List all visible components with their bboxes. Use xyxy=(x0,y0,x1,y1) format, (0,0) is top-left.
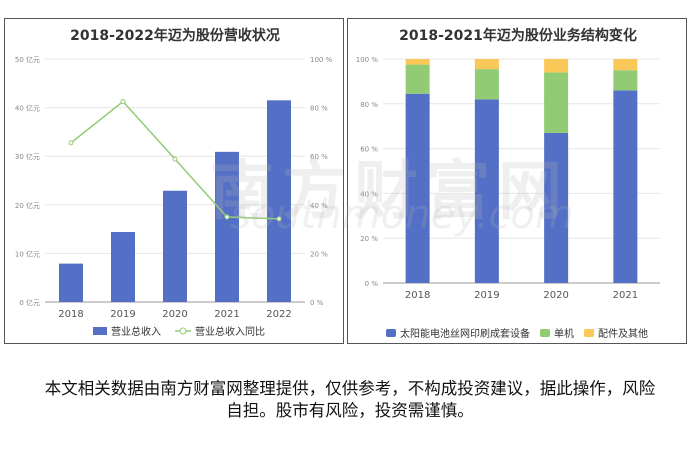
y-tick-label: 0 % xyxy=(365,280,379,288)
bar-revenue xyxy=(59,263,83,302)
y-tick-label-left: 30 亿元 xyxy=(15,152,40,161)
business-structure-chart-panel: 2018-2021年迈为股份业务结构变化 0 % 20 % 40 % 60 % 80 % 1… xyxy=(347,18,687,344)
legend-label-revenue: 营业总收入 xyxy=(111,325,161,338)
point-revenue-yoy xyxy=(224,214,230,220)
bar-segment-0 xyxy=(613,90,638,283)
point-revenue-yoy xyxy=(172,156,178,162)
x-tick-label: 2021 xyxy=(613,290,638,301)
disclaimer-text: 本文相关数据由南方财富网整理提供，仅供参考，不构成投资建议，据此操作，风险自担。… xyxy=(44,379,656,420)
x-tick-label: 2022 xyxy=(266,309,291,320)
legend-label-1: 单机 xyxy=(554,327,574,340)
bar-segment-2 xyxy=(405,59,430,65)
y-tick-label-right: 100 % xyxy=(310,56,333,64)
x-tick-label: 2021 xyxy=(214,309,239,320)
y-tick-label-left: 0 亿元 xyxy=(19,298,40,307)
bar-segment-0 xyxy=(405,93,430,283)
x-tick-label: 2018 xyxy=(58,309,83,320)
legend-label-0: 太阳能电池丝网印刷成套设备 xyxy=(400,327,530,340)
bar-segment-1 xyxy=(613,70,638,91)
bar-segment-1 xyxy=(405,64,430,94)
y-tick-label-left: 20 亿元 xyxy=(15,201,40,210)
x-tick-label: 2020 xyxy=(543,290,568,301)
chart-title: 2018-2021年迈为股份业务结构变化 xyxy=(399,27,637,44)
legend-swatch-1 xyxy=(540,329,550,337)
legend-swatch-0 xyxy=(386,329,396,337)
point-revenue-yoy xyxy=(120,99,126,105)
bar-segment-2 xyxy=(544,59,569,73)
legend-swatch-yoy-marker xyxy=(179,327,187,335)
revenue-chart-panel: 2018-2022年迈为股份营收状况 0 亿元 10 亿元 20 亿元 30 亿元 40 … xyxy=(4,18,344,344)
chart-title: 2018-2022年迈为股份营收状况 xyxy=(70,27,280,44)
bar-revenue xyxy=(111,232,135,302)
y-tick-label: 80 % xyxy=(360,101,378,109)
bar-segment-0 xyxy=(474,99,499,283)
bar-segment-1 xyxy=(544,72,569,133)
bar-segment-0 xyxy=(544,132,569,283)
y-tick-label: 60 % xyxy=(360,146,378,154)
legend-label-yoy: 营业总收入同比 xyxy=(195,325,265,338)
legend-label-2: 配件及其他 xyxy=(598,327,648,340)
x-tick-label: 2018 xyxy=(405,290,430,301)
y-tick-label-right: 40 % xyxy=(310,202,328,210)
y-tick-label-right: 60 % xyxy=(310,153,328,161)
bar-revenue xyxy=(267,100,291,302)
revenue-chart: 2018-2022年迈为股份营收状况 0 亿元 10 亿元 20 亿元 30 亿元 40 … xyxy=(15,27,333,338)
y-tick-label-left: 50 亿元 xyxy=(15,55,40,64)
point-revenue-yoy xyxy=(276,216,282,222)
x-tick-label: 2019 xyxy=(474,290,499,301)
bar-segment-2 xyxy=(613,59,638,71)
y-tick-label-left: 40 亿元 xyxy=(15,104,40,113)
legend-swatch-revenue xyxy=(93,327,107,335)
legend-swatch-2 xyxy=(584,329,594,337)
bar-segment-1 xyxy=(474,69,499,100)
y-tick-label: 100 % xyxy=(356,56,379,64)
y-tick-label-right: 80 % xyxy=(310,105,328,113)
bar-revenue xyxy=(163,190,187,302)
bar-segment-2 xyxy=(474,59,499,70)
point-revenue-yoy xyxy=(68,140,74,146)
business-structure-chart: 2018-2021年迈为股份业务结构变化 0 % 20 % 40 % 60 % 80 % 1… xyxy=(356,27,660,340)
x-tick-label: 2019 xyxy=(110,309,135,320)
y-tick-label-right: 0 % xyxy=(310,299,324,307)
bar-revenue xyxy=(215,151,239,302)
y-tick-label-left: 10 亿元 xyxy=(15,249,40,258)
y-tick-label-right: 20 % xyxy=(310,250,328,258)
y-tick-label: 20 % xyxy=(360,235,378,243)
x-tick-label: 2020 xyxy=(162,309,187,320)
y-tick-label: 40 % xyxy=(360,190,378,198)
